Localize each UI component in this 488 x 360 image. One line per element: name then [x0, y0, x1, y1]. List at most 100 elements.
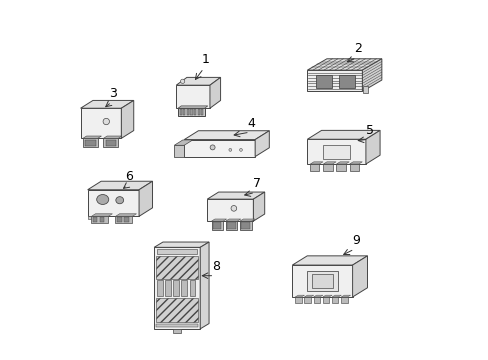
- Polygon shape: [189, 280, 195, 296]
- Polygon shape: [180, 109, 182, 115]
- Polygon shape: [349, 164, 358, 171]
- Polygon shape: [331, 297, 338, 303]
- Polygon shape: [165, 280, 170, 296]
- Polygon shape: [174, 140, 192, 145]
- Text: 4: 4: [247, 117, 255, 130]
- Polygon shape: [176, 77, 220, 85]
- Polygon shape: [87, 216, 91, 219]
- Polygon shape: [212, 222, 221, 229]
- Polygon shape: [336, 164, 345, 171]
- Polygon shape: [174, 145, 184, 157]
- Polygon shape: [103, 138, 118, 147]
- Polygon shape: [226, 222, 235, 229]
- Text: 1: 1: [201, 53, 209, 66]
- Text: 6: 6: [125, 170, 133, 183]
- Polygon shape: [91, 216, 108, 224]
- Polygon shape: [292, 256, 367, 265]
- Polygon shape: [322, 295, 331, 297]
- Polygon shape: [91, 214, 112, 216]
- Polygon shape: [307, 139, 365, 164]
- Polygon shape: [190, 109, 192, 115]
- Circle shape: [230, 206, 236, 211]
- Polygon shape: [313, 297, 319, 303]
- Polygon shape: [178, 106, 207, 108]
- Polygon shape: [295, 297, 301, 303]
- Polygon shape: [103, 136, 122, 138]
- Polygon shape: [323, 164, 332, 171]
- Polygon shape: [186, 109, 189, 115]
- Polygon shape: [121, 100, 133, 138]
- Polygon shape: [241, 222, 249, 229]
- Polygon shape: [87, 181, 152, 190]
- Polygon shape: [240, 221, 251, 230]
- Text: 8: 8: [212, 260, 220, 273]
- Polygon shape: [341, 295, 350, 297]
- Polygon shape: [197, 109, 199, 115]
- Polygon shape: [304, 297, 310, 303]
- Ellipse shape: [116, 197, 123, 204]
- Polygon shape: [339, 76, 355, 88]
- Polygon shape: [295, 295, 304, 297]
- Polygon shape: [82, 138, 98, 147]
- Polygon shape: [100, 217, 104, 222]
- Polygon shape: [87, 190, 139, 216]
- Polygon shape: [307, 130, 379, 139]
- Polygon shape: [115, 216, 132, 224]
- Polygon shape: [201, 109, 203, 115]
- Polygon shape: [115, 214, 136, 216]
- Polygon shape: [292, 265, 352, 297]
- Polygon shape: [124, 217, 128, 222]
- Polygon shape: [323, 145, 349, 159]
- Polygon shape: [309, 162, 323, 164]
- Text: 5: 5: [366, 124, 373, 137]
- Polygon shape: [362, 59, 381, 91]
- Text: 9: 9: [351, 234, 359, 247]
- Polygon shape: [139, 181, 152, 216]
- Polygon shape: [157, 280, 163, 296]
- Polygon shape: [341, 297, 347, 303]
- Circle shape: [180, 79, 184, 84]
- Polygon shape: [81, 108, 121, 138]
- Polygon shape: [365, 130, 379, 164]
- Polygon shape: [85, 140, 96, 146]
- Polygon shape: [211, 219, 226, 221]
- Polygon shape: [156, 324, 198, 327]
- Polygon shape: [194, 109, 196, 115]
- Text: 7: 7: [252, 177, 261, 190]
- Polygon shape: [306, 271, 338, 291]
- Polygon shape: [156, 298, 198, 323]
- Circle shape: [103, 118, 109, 125]
- Text: 2: 2: [353, 42, 361, 55]
- Polygon shape: [184, 140, 255, 157]
- Polygon shape: [82, 136, 102, 138]
- Polygon shape: [178, 108, 204, 116]
- Polygon shape: [157, 249, 197, 255]
- Circle shape: [210, 145, 215, 150]
- Polygon shape: [316, 76, 331, 88]
- Polygon shape: [307, 70, 362, 91]
- Polygon shape: [336, 162, 348, 164]
- Circle shape: [228, 148, 231, 151]
- Polygon shape: [240, 219, 254, 221]
- Polygon shape: [183, 109, 185, 115]
- Polygon shape: [93, 217, 97, 222]
- Polygon shape: [352, 256, 367, 297]
- Polygon shape: [225, 219, 240, 221]
- Text: 3: 3: [109, 87, 117, 100]
- Polygon shape: [207, 192, 264, 199]
- Polygon shape: [322, 297, 328, 303]
- Polygon shape: [311, 274, 332, 288]
- Polygon shape: [156, 256, 198, 279]
- Polygon shape: [309, 164, 319, 171]
- Ellipse shape: [97, 194, 108, 204]
- Polygon shape: [184, 131, 269, 140]
- Polygon shape: [81, 100, 133, 108]
- Polygon shape: [173, 280, 179, 296]
- Polygon shape: [323, 162, 335, 164]
- Polygon shape: [207, 199, 253, 221]
- Polygon shape: [176, 85, 209, 108]
- Polygon shape: [117, 217, 121, 222]
- Polygon shape: [331, 295, 341, 297]
- Polygon shape: [304, 295, 313, 297]
- Polygon shape: [253, 192, 264, 221]
